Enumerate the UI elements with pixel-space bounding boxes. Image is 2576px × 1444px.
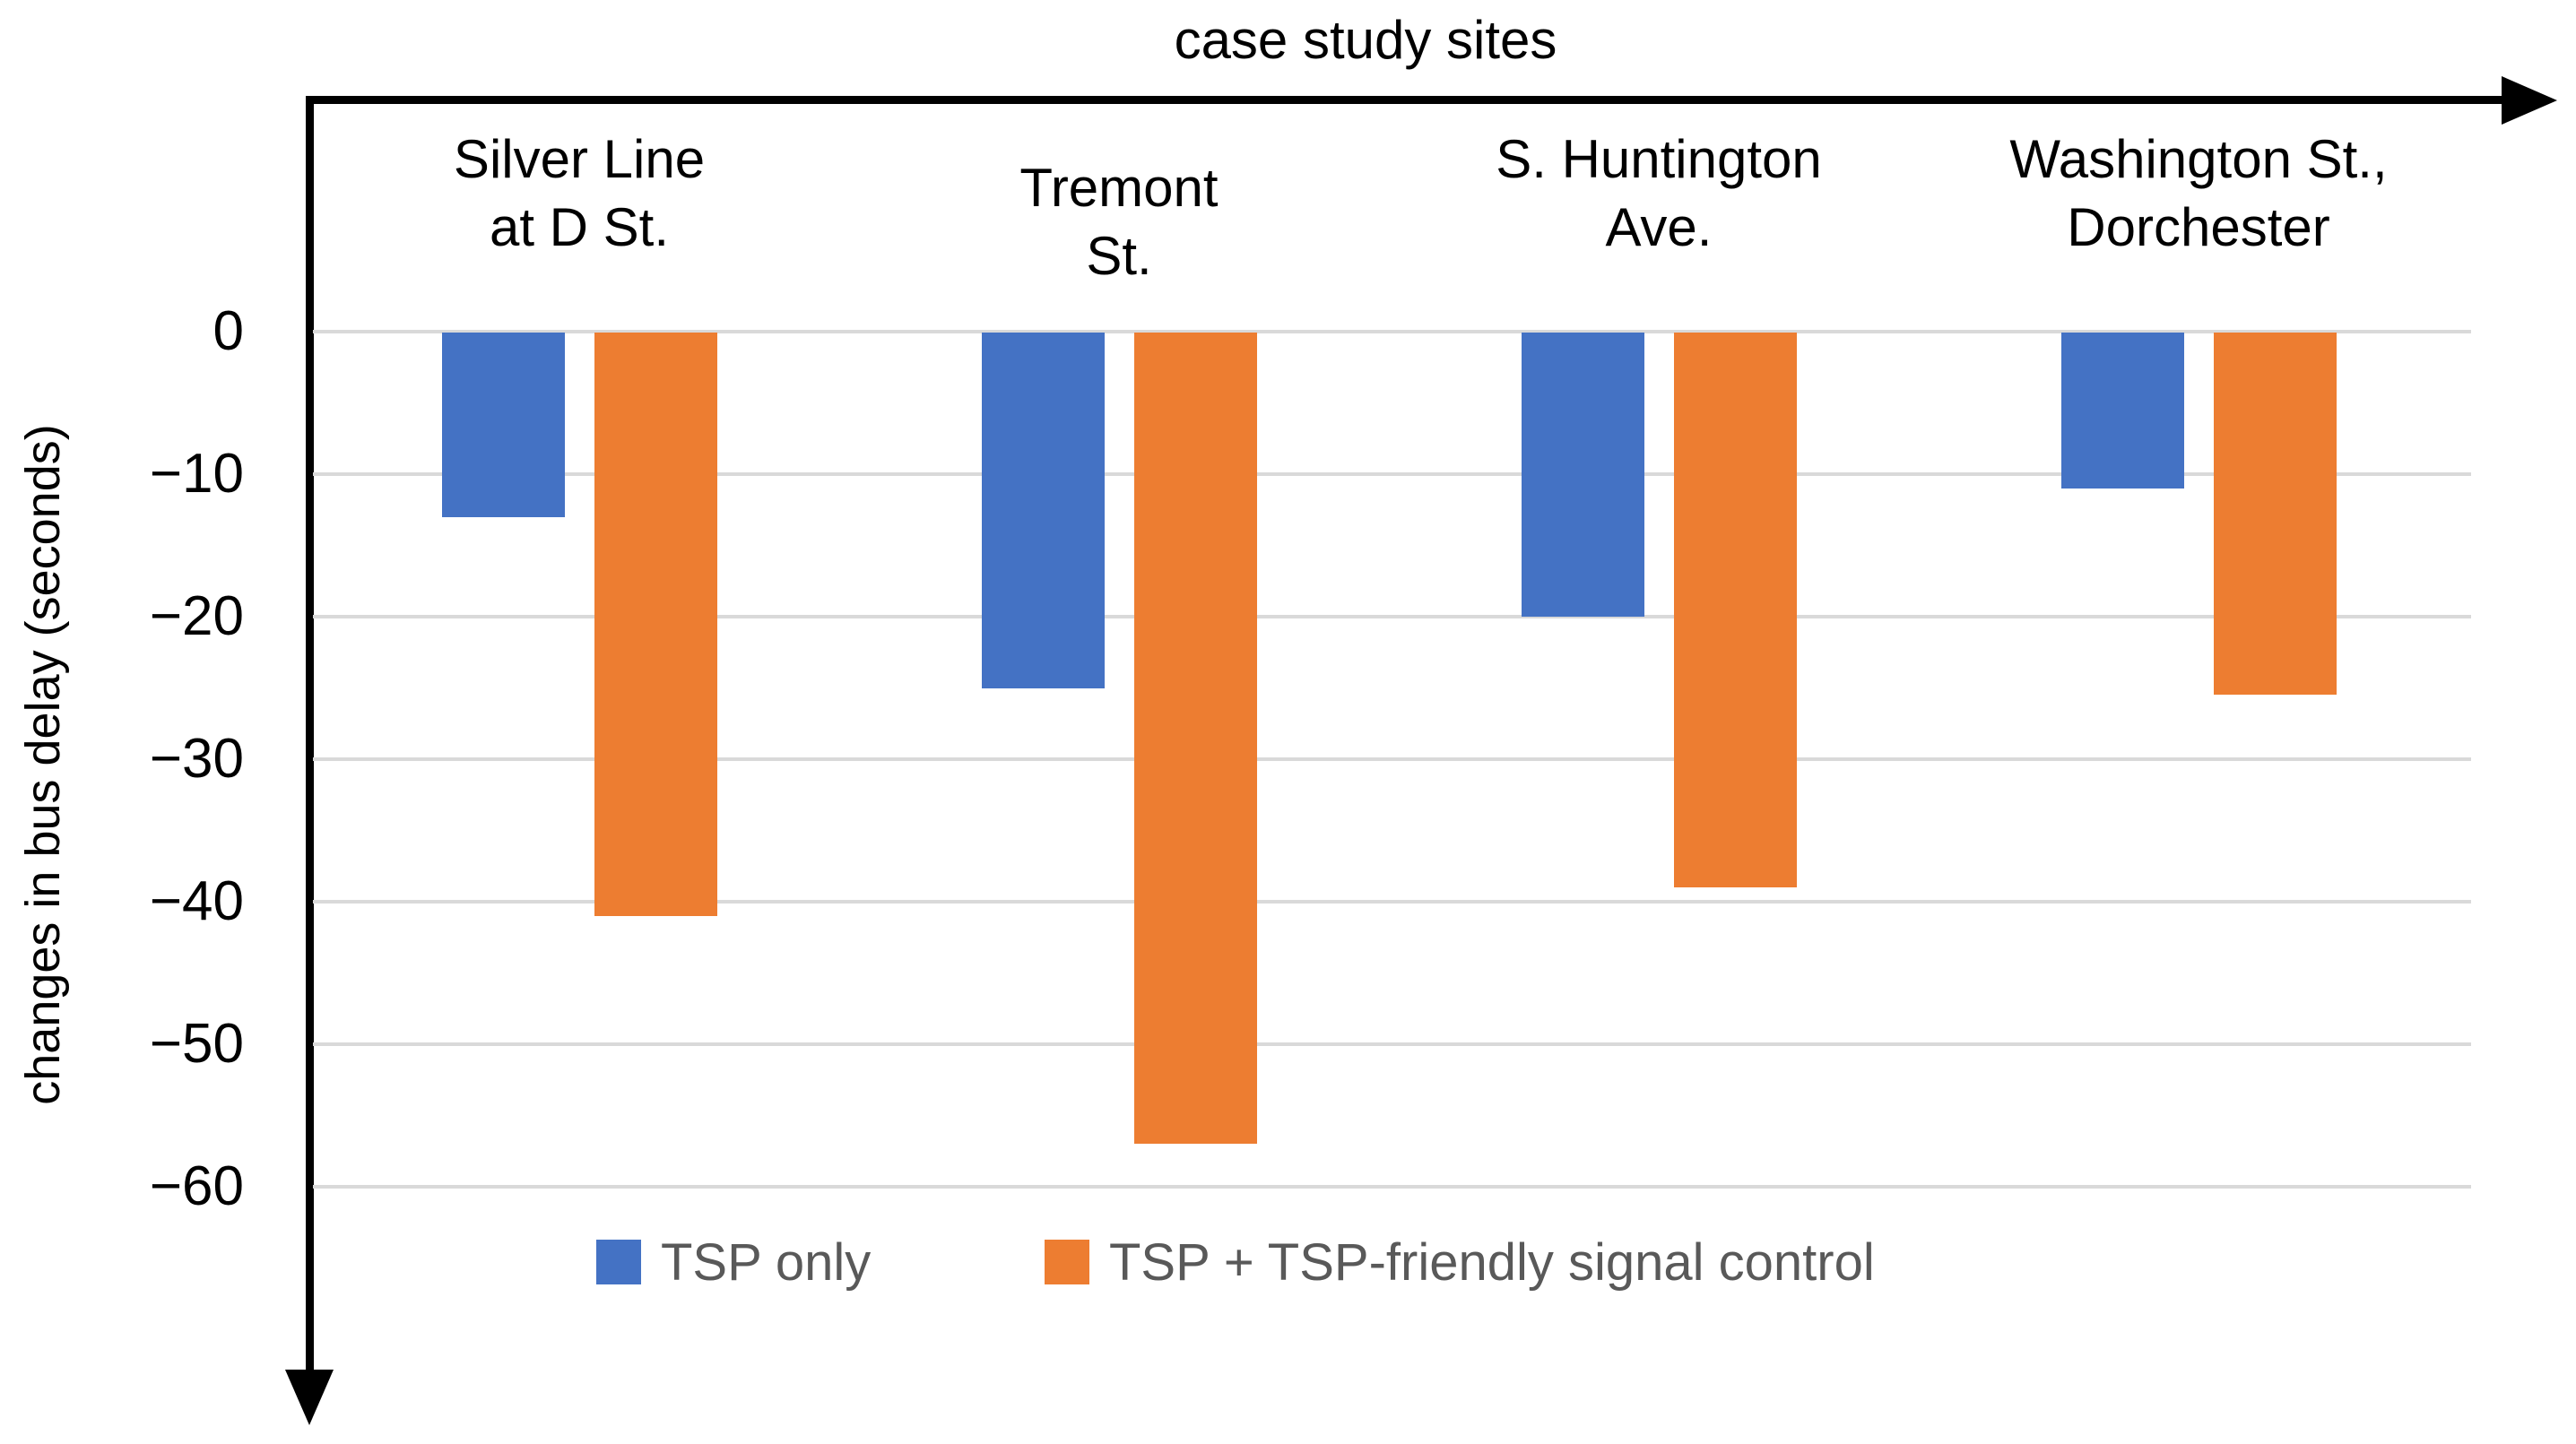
legend-label-tsp-friendly: TSP + TSP-friendly signal control: [1109, 1232, 1875, 1292]
category-label-1: Tremont St.: [849, 154, 1389, 290]
legend-swatch-tsp-only: [596, 1240, 641, 1284]
y-tick-label-0: 0: [212, 300, 244, 362]
category-label-3-line-0: Washington St.,: [2009, 129, 2388, 189]
y-axis-arrow-icon: [285, 1370, 334, 1425]
x-axis-line: [306, 96, 2506, 104]
gridline-−60: [313, 1185, 2471, 1189]
category-label-3-line-1: Dorchester: [2067, 197, 2330, 257]
legend-item-tsp-friendly: TSP + TSP-friendly signal control: [1045, 1233, 1875, 1292]
category-label-1-line-1: St.: [1086, 226, 1152, 286]
x-axis-title: case study sites: [1174, 10, 1557, 70]
legend-label-tsp-only: TSP only: [661, 1232, 872, 1292]
y-tick-label-4: −40: [149, 870, 244, 932]
category-label-0-line-1: at D St.: [489, 197, 670, 257]
gridline-−10: [313, 472, 2471, 476]
bar-series-1-category-0: [594, 333, 717, 916]
gridline-0: [313, 330, 2471, 333]
gridline-−20: [313, 615, 2471, 618]
bar-series-0-category-0: [442, 333, 565, 517]
gridline-−30: [313, 757, 2471, 761]
gridline-−40: [313, 900, 2471, 904]
bar-series-0-category-1: [982, 333, 1105, 688]
legend-item-tsp-only: TSP only: [596, 1233, 871, 1292]
y-tick-label-1: −10: [149, 443, 244, 505]
category-label-2-line-0: S. Huntington: [1496, 129, 1822, 189]
y-axis-line: [306, 96, 314, 1376]
bar-series-1-category-1: [1134, 333, 1257, 1144]
category-label-1-line-0: Tremont: [1019, 158, 1219, 218]
category-label-0: Silver Line at D St.: [309, 125, 849, 262]
category-label-3: Washington St., Dorchester: [1929, 125, 2468, 262]
legend-swatch-tsp-friendly: [1045, 1240, 1089, 1284]
bar-series-1-category-2: [1674, 333, 1797, 887]
gridline-−50: [313, 1042, 2471, 1046]
y-tick-label-3: −30: [149, 728, 244, 790]
category-label-0-line-0: Silver Line: [453, 129, 706, 189]
bar-series-0-category-2: [1522, 333, 1644, 617]
bar-series-1-category-3: [2214, 333, 2337, 695]
y-tick-label-5: −50: [149, 1013, 244, 1075]
category-label-2: S. Huntington Ave.: [1389, 125, 1929, 262]
x-axis-arrow-icon: [2502, 76, 2557, 125]
category-label-2-line-1: Ave.: [1605, 197, 1713, 257]
y-tick-label-6: −60: [149, 1155, 244, 1217]
y-tick-label-2: −20: [149, 585, 244, 647]
bar-series-0-category-3: [2061, 333, 2184, 489]
